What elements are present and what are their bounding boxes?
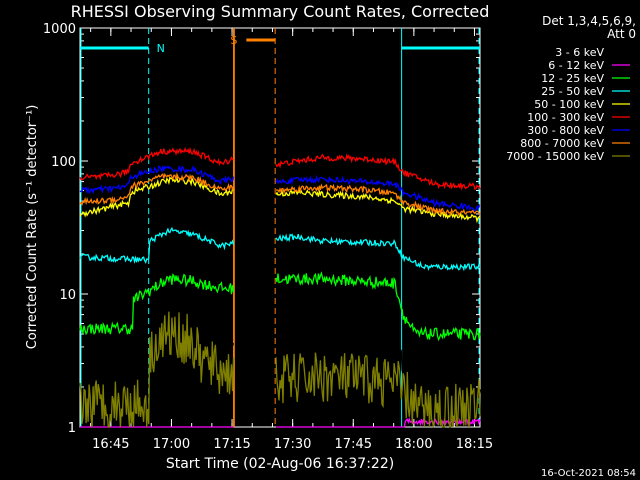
x-tick-label: 17:45 [335, 437, 372, 452]
legend-label: 800 - 7000 keV [520, 137, 604, 150]
legend-label: 3 - 6 keV [555, 46, 604, 59]
x-tick-label: 16:45 [92, 437, 129, 452]
series-300-800keV [79, 164, 481, 212]
x-tick-label: 18:15 [456, 437, 493, 452]
series-25-50keV [79, 226, 481, 272]
y-tick-label: 1 [68, 421, 76, 436]
legend-label: 12 - 25 keV [541, 72, 604, 85]
saa-label: S [230, 34, 237, 47]
series-lines [79, 146, 481, 428]
legend-label: 100 - 300 keV [527, 111, 604, 124]
series-12-25keV [79, 271, 481, 342]
x-tick-label: 17:15 [213, 437, 250, 452]
legend-title-line-2: Att 0 [607, 27, 636, 41]
legend-label: 25 - 50 keV [541, 85, 604, 98]
chart-title: RHESSI Observing Summary Count Rates, Co… [71, 2, 490, 21]
y-tick-label: 10 [59, 288, 76, 303]
legend-title-line-1: Det 1,3,4,5,6,9, [542, 14, 636, 28]
footer-timestamp: 16-Oct-2021 08:54 [541, 468, 636, 479]
y-axis-label: Corrected Count Rate (s⁻¹ detector⁻¹) [25, 105, 40, 350]
series-800-7000keV [79, 172, 481, 217]
series-100-300keV [79, 146, 481, 191]
x-axis-ticks: 16:45 17:00 17:15 17:30 17:45 18:00 18:15 [90, 28, 493, 452]
x-axis-label: Start Time (02-Aug-06 16:37:22) [166, 456, 394, 472]
legend-label: 300 - 800 keV [527, 124, 604, 137]
legend-label: 50 - 100 keV [534, 98, 604, 111]
series-7000-15000keV [79, 311, 481, 428]
series-6-12keV [80, 416, 481, 428]
x-tick-label: 18:00 [395, 437, 432, 452]
series-50-100keV [79, 176, 481, 224]
x-tick-label: 17:00 [153, 437, 190, 452]
x-tick-label: 17:30 [274, 437, 311, 452]
legend-label: 6 - 12 keV [548, 59, 604, 72]
legend-label: 7000 - 15000 keV [506, 150, 604, 163]
y-tick-label: 100 [51, 155, 76, 170]
y-tick-label: 1000 [43, 22, 76, 37]
night-label: N [157, 42, 165, 55]
